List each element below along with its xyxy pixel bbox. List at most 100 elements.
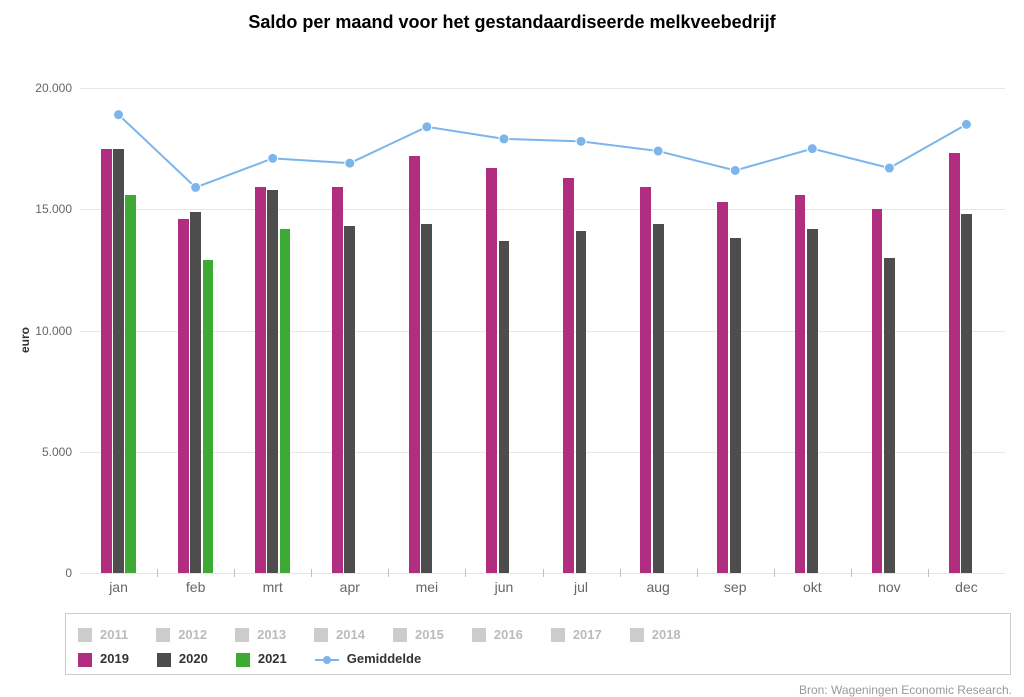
x-tick-label: apr [340, 573, 360, 595]
x-separator [388, 569, 389, 577]
legend-label: 2011 [100, 627, 128, 642]
bar-2019[interactable] [872, 209, 883, 573]
bar-2019[interactable] [563, 178, 574, 573]
bar-2019[interactable] [178, 219, 189, 573]
y-tick-label: 5.000 [12, 445, 72, 459]
legend-item-2016[interactable]: 2016 [472, 623, 523, 647]
gridline [80, 88, 1005, 89]
legend-swatch-icon [236, 653, 250, 667]
gridline [80, 452, 1005, 453]
legend-swatch-icon [551, 628, 565, 642]
x-separator [311, 569, 312, 577]
legend-label: 2021 [258, 651, 287, 666]
line-marker[interactable] [422, 122, 432, 132]
y-tick-label: 20.000 [12, 81, 72, 95]
line-marker[interactable] [499, 134, 509, 144]
gridline [80, 209, 1005, 210]
line-marker[interactable] [268, 153, 278, 163]
legend-item-2018[interactable]: 2018 [630, 623, 681, 647]
legend-label: Gemiddelde [347, 651, 421, 666]
legend-item-2019[interactable]: 2019 [78, 647, 129, 671]
bar-2021[interactable] [125, 195, 136, 573]
bar-2020[interactable] [267, 190, 278, 573]
x-separator [543, 569, 544, 577]
x-separator [620, 569, 621, 577]
legend-swatch-icon [393, 628, 407, 642]
bar-2021[interactable] [203, 260, 214, 573]
bar-2019[interactable] [717, 202, 728, 573]
legend-label: 2012 [178, 627, 207, 642]
x-tick-label: jan [109, 573, 128, 595]
bar-2020[interactable] [344, 226, 355, 573]
x-separator [697, 569, 698, 577]
bar-2020[interactable] [499, 241, 510, 573]
line-marker[interactable] [961, 119, 971, 129]
legend-swatch-icon [157, 653, 171, 667]
bar-2020[interactable] [576, 231, 587, 573]
bar-2019[interactable] [101, 149, 112, 573]
legend-label: 2019 [100, 651, 129, 666]
bar-2019[interactable] [949, 153, 960, 573]
legend-label: 2016 [494, 627, 523, 642]
line-marker[interactable] [884, 163, 894, 173]
bar-2020[interactable] [190, 212, 201, 573]
bar-2020[interactable] [653, 224, 664, 573]
x-separator [851, 569, 852, 577]
x-separator [234, 569, 235, 577]
y-tick-label: 15.000 [12, 202, 72, 216]
bar-2020[interactable] [807, 229, 818, 573]
line-marker[interactable] [114, 110, 124, 120]
legend-label: 2018 [652, 627, 681, 642]
bar-2020[interactable] [730, 238, 741, 573]
bar-2019[interactable] [255, 187, 266, 573]
bar-2019[interactable] [640, 187, 651, 573]
legend-swatch-icon [78, 653, 92, 667]
x-tick-label: mei [416, 573, 439, 595]
legend-item-2013[interactable]: 2013 [235, 623, 286, 647]
legend-row: 2019 2020 2021 Gemiddelde [78, 647, 998, 672]
plot-area: janfebmrtaprmeijunjulaugsepoktnovdec [80, 88, 1005, 573]
bar-2020[interactable] [421, 224, 432, 573]
line-marker[interactable] [807, 144, 817, 154]
chart-title: Saldo per maand voor het gestandaardisee… [0, 0, 1024, 33]
legend-swatch-icon [630, 628, 644, 642]
legend-item-2011[interactable]: 2011 [78, 623, 128, 647]
line-gemiddelde[interactable] [119, 115, 967, 188]
x-separator [774, 569, 775, 577]
x-tick-label: dec [955, 573, 978, 595]
legend-item-2012[interactable]: 2012 [156, 623, 207, 647]
legend-item-gemiddelde[interactable]: Gemiddelde [315, 647, 421, 671]
bar-2020[interactable] [884, 258, 895, 573]
bar-2019[interactable] [486, 168, 497, 573]
legend-item-2020[interactable]: 2020 [157, 647, 208, 671]
y-axis-label: euro [18, 327, 32, 353]
x-tick-label: aug [646, 573, 669, 595]
x-tick-label: mrt [263, 573, 283, 595]
bar-2019[interactable] [409, 156, 420, 573]
bar-2019[interactable] [332, 187, 343, 573]
line-marker[interactable] [576, 136, 586, 146]
legend-label: 2014 [336, 627, 365, 642]
line-marker[interactable] [730, 165, 740, 175]
gridline [80, 331, 1005, 332]
line-marker[interactable] [653, 146, 663, 156]
source-attribution: Bron: Wageningen Economic Research. [799, 683, 1012, 697]
line-marker[interactable] [191, 182, 201, 192]
legend-swatch-icon [314, 628, 328, 642]
line-marker[interactable] [345, 158, 355, 168]
legend-item-2021[interactable]: 2021 [236, 647, 287, 671]
bar-2020[interactable] [113, 149, 124, 573]
legend-label: 2017 [573, 627, 602, 642]
legend-item-2017[interactable]: 2017 [551, 623, 602, 647]
x-tick-label: sep [724, 573, 747, 595]
legend-swatch-icon [156, 628, 170, 642]
legend-item-2015[interactable]: 2015 [393, 623, 444, 647]
legend-line-icon [315, 653, 339, 667]
bar-2020[interactable] [961, 214, 972, 573]
bar-2021[interactable] [280, 229, 291, 573]
legend-swatch-icon [472, 628, 486, 642]
legend-item-2014[interactable]: 2014 [314, 623, 365, 647]
bar-2019[interactable] [795, 195, 806, 573]
x-tick-label: jul [574, 573, 588, 595]
legend[interactable]: 2011 2012 2013 2014 2015 2016 2017 2018 2019 2020… [65, 613, 1011, 675]
